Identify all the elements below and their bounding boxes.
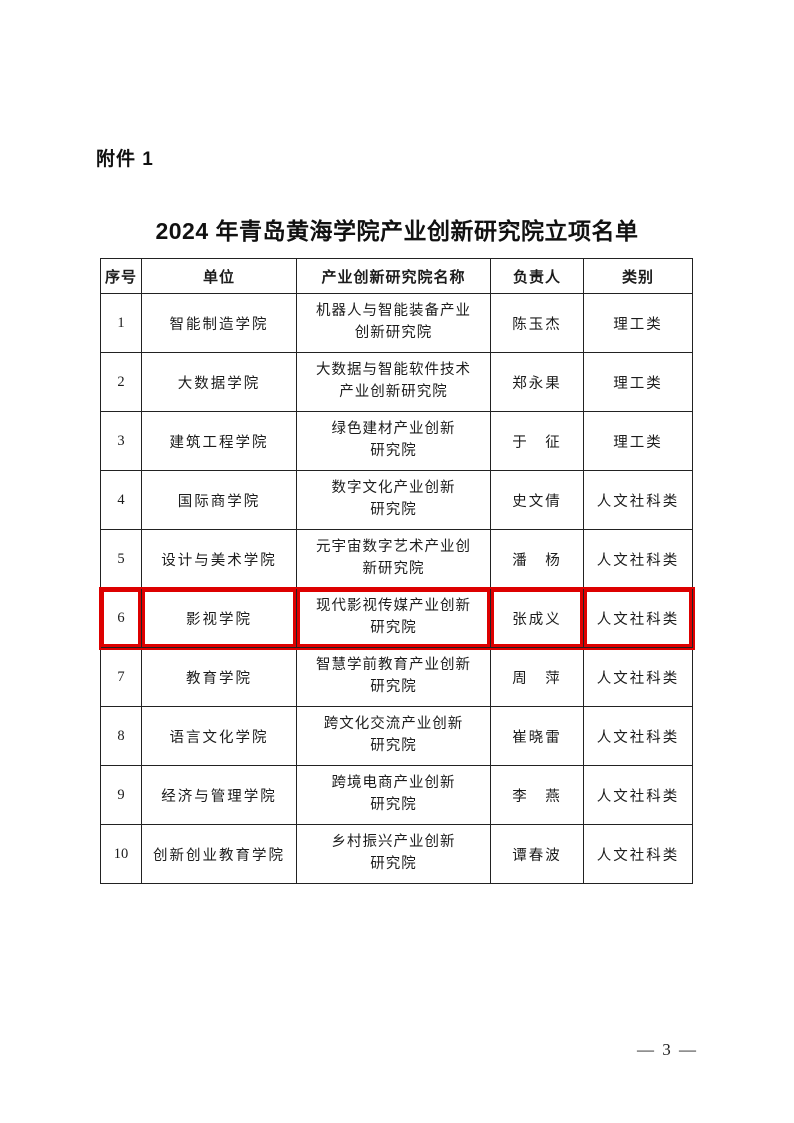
table-row: 2 大数据学院 大数据与智能软件技术 产业创新研究院 郑永果 理工类 — [100, 352, 693, 412]
cell-inst: 智慧学前教育产业创新 研究院 — [296, 647, 491, 707]
cell-leader: 陈玉杰 — [490, 293, 584, 353]
cell-category: 理工类 — [583, 411, 693, 471]
table-row: 3 建筑工程学院 绿色建材产业创新 研究院于 征理工类 — [100, 411, 693, 471]
cell-category: 人文社科类 — [583, 824, 693, 884]
cell-inst: 跨境电商产业创新 研究院 — [296, 765, 491, 825]
header-category: 类别 — [583, 258, 693, 294]
cell-no: 2 — [100, 352, 142, 412]
cell-leader: 张成义 — [490, 588, 584, 648]
cell-no: 4 — [100, 470, 142, 530]
cell-category: 人文社科类 — [583, 647, 693, 707]
cell-unit: 经济与管理学院 — [141, 765, 297, 825]
cell-inst: 现代影视传媒产业创新 研究院 — [296, 588, 491, 648]
table-row: 1 智能制造学院 机器人与智能装备产业 创新研究院 陈玉杰 理工类 — [100, 293, 693, 353]
table-row-highlighted: 6 影视学院 现代影视传媒产业创新 研究院 张成义 人文社科类 — [98, 586, 695, 650]
cell-no: 5 — [100, 529, 142, 589]
cell-no: 9 — [100, 765, 142, 825]
cell-category: 人文社科类 — [583, 529, 693, 589]
cell-category: 人文社科类 — [583, 706, 693, 766]
table-row: 9 经济与管理学院 跨境电商产业创新 研究院李 燕人文社科类 — [100, 765, 693, 825]
cell-no: 1 — [100, 293, 142, 353]
cell-no: 8 — [100, 706, 142, 766]
cell-no: 10 — [100, 824, 142, 884]
cell-inst: 跨文化交流产业创新 研究院 — [296, 706, 491, 766]
cell-no: 3 — [100, 411, 142, 471]
table-row: 4 国际商学院 数字文化产业创新 研究院 史文倩 人文社科类 — [100, 470, 693, 530]
project-roster-table: 序号 单位 产业创新研究院名称 负责人 类别 1 智能制造学院 机器人与智能装备产业… — [98, 258, 695, 884]
table-body: 1 智能制造学院 机器人与智能装备产业 创新研究院 陈玉杰 理工类 2 大数据学院 大数据与智… — [98, 293, 695, 884]
cell-leader: 史文倩 — [490, 470, 584, 530]
cell-leader: 周 萍 — [490, 647, 584, 707]
cell-unit: 大数据学院 — [141, 352, 297, 412]
cell-inst: 机器人与智能装备产业 创新研究院 — [296, 293, 491, 353]
cell-leader: 李 燕 — [490, 765, 584, 825]
attachment-label: 附件 1 — [96, 149, 154, 170]
cell-unit: 影视学院 — [141, 588, 297, 648]
table-header-row: 序号 单位 产业创新研究院名称 负责人 类别 — [100, 258, 693, 294]
table-row: 7 教育学院 智慧学前教育产业创新 研究院周 萍人文社科类 — [100, 647, 693, 707]
cell-no: 6 — [100, 588, 142, 648]
cell-category: 人文社科类 — [583, 765, 693, 825]
cell-leader: 郑永果 — [490, 352, 584, 412]
cell-inst: 绿色建材产业创新 研究院 — [296, 411, 491, 471]
cell-leader: 潘 杨 — [490, 529, 584, 589]
header-unit: 单位 — [141, 258, 297, 294]
page-number: — 3 — — [637, 1040, 698, 1059]
cell-category: 人文社科类 — [583, 588, 693, 648]
cell-unit: 建筑工程学院 — [141, 411, 297, 471]
cell-leader: 谭春波 — [490, 824, 584, 884]
table-row: 10 创新创业教育学院 乡村振兴产业创新 研究院 谭春波 人文社科类 — [100, 824, 693, 884]
cell-unit: 智能制造学院 — [141, 293, 297, 353]
cell-unit: 教育学院 — [141, 647, 297, 707]
table-row: 5 设计与美术学院 元宇宙数字艺术产业创 新研究院潘 杨人文社科类 — [100, 529, 693, 589]
cell-category: 理工类 — [583, 293, 693, 353]
table-header: 序号 单位 产业创新研究院名称 负责人 类别 — [100, 258, 693, 294]
cell-unit: 语言文化学院 — [141, 706, 297, 766]
cell-unit: 国际商学院 — [141, 470, 297, 530]
page-title: 2024 年青岛黄海学院产业创新研究院立项名单 — [155, 218, 639, 244]
cell-inst: 乡村振兴产业创新 研究院 — [296, 824, 491, 884]
cell-inst: 元宇宙数字艺术产业创 新研究院 — [296, 529, 491, 589]
cell-category: 理工类 — [583, 352, 693, 412]
header-no: 序号 — [100, 258, 142, 294]
cell-leader: 于 征 — [490, 411, 584, 471]
cell-unit: 创新创业教育学院 — [141, 824, 297, 884]
cell-leader: 崔晓雷 — [490, 706, 584, 766]
cell-unit: 设计与美术学院 — [141, 529, 297, 589]
cell-inst: 数字文化产业创新 研究院 — [296, 470, 491, 530]
header-leader: 负责人 — [490, 258, 584, 294]
cell-category: 人文社科类 — [583, 470, 693, 530]
cell-no: 7 — [100, 647, 142, 707]
header-institute: 产业创新研究院名称 — [296, 258, 491, 294]
table-row: 8 语言文化学院 跨文化交流产业创新 研究院 崔晓雷 人文社科类 — [100, 706, 693, 766]
cell-inst: 大数据与智能软件技术 产业创新研究院 — [296, 352, 491, 412]
